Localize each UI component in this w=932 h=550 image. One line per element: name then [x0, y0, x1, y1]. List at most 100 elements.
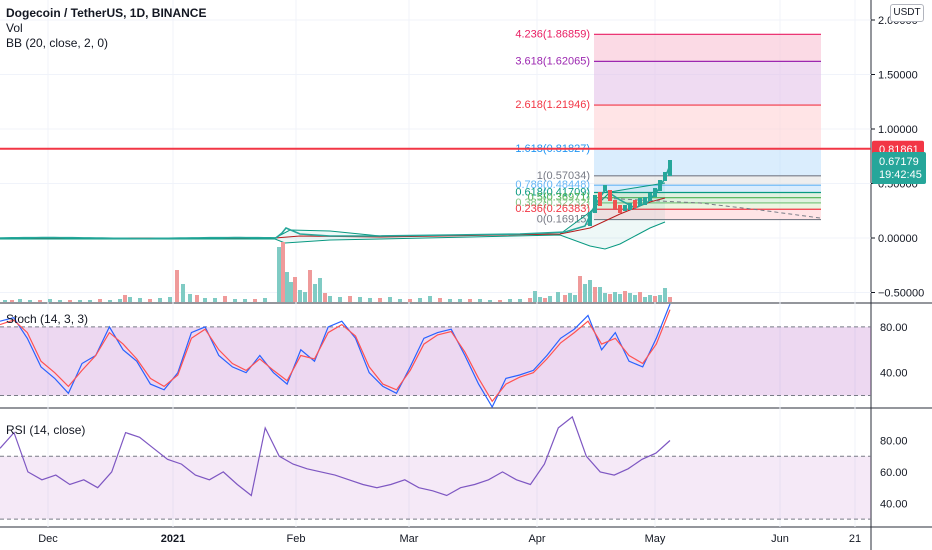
candle: [618, 205, 622, 213]
rsi-series-line: [0, 415, 671, 497]
volume-bar: [195, 295, 199, 302]
rsi-axis-label: 60.00: [880, 467, 908, 479]
candle: [628, 203, 632, 210]
volume-bar: [233, 299, 237, 302]
volume-bar: [123, 295, 127, 302]
fib-level-label: 4.236(1.86859): [515, 28, 590, 40]
volume-bar: [328, 296, 332, 302]
volume-bar: [175, 270, 179, 302]
volume-bar: [578, 276, 582, 302]
stoch-label: Stoch (14, 3, 3): [6, 312, 89, 326]
stoch-legend[interactable]: Stoch (14, 3, 3): [6, 312, 88, 327]
bb-lower-line: [0, 221, 666, 250]
volume-bar: [368, 298, 372, 302]
volume-bar: [438, 298, 442, 302]
volume-bar: [488, 300, 492, 302]
fib-level-label: 3.618(1.62065): [515, 55, 590, 67]
symbol-title[interactable]: Dogecoin / TetherUS, 1D, BINANCE: [6, 6, 207, 20]
volume-bar: [313, 284, 317, 302]
volume-bar: [598, 287, 602, 302]
volume-bar: [289, 282, 293, 302]
candle: [608, 190, 612, 201]
volume-bar: [633, 295, 637, 302]
price-axis-label: 1.50000: [878, 70, 918, 82]
volume-bar: [203, 298, 207, 302]
volume-bar: [181, 284, 185, 302]
fib-level-label: 0(0.16915): [537, 214, 590, 226]
bar-countdown-label: 19:42:45: [879, 169, 922, 181]
volume-bar: [563, 295, 567, 302]
time-axis-label: Feb: [287, 533, 306, 545]
volume-bar: [613, 292, 617, 302]
volume-bar: [498, 300, 502, 302]
volume-bar: [158, 298, 162, 302]
volume-bar: [108, 300, 112, 302]
fib-zone: [594, 105, 821, 149]
volume-bar: [348, 296, 352, 302]
candle: [648, 193, 652, 201]
volume-bar: [98, 299, 102, 302]
volume-bar: [293, 277, 297, 302]
fib-level-label: 0.382(0.32232): [515, 197, 590, 209]
volume-bar: [458, 299, 462, 302]
rsi-band: [0, 456, 871, 520]
candle: [598, 192, 602, 206]
volume-bar: [148, 299, 152, 302]
volume-bar: [308, 270, 312, 302]
fib-zone: [594, 209, 821, 220]
fib-level-label: 1(0.57034): [537, 170, 590, 182]
candle: [623, 205, 627, 211]
volume-bar: [428, 296, 432, 302]
fib-level-label: 0.5(0.36971): [528, 192, 590, 204]
fib-level-label: 0.786(0.48448): [515, 179, 590, 191]
stoch-series-line: [0, 309, 671, 403]
volume-bar: [508, 299, 512, 302]
volume-bar: [548, 296, 552, 302]
time-axis-label: Dec: [38, 533, 58, 545]
volume-bar: [533, 291, 537, 302]
volume-bar: [138, 298, 142, 302]
rsi-legend[interactable]: RSI (14, close): [6, 423, 85, 438]
volume-bar: [608, 294, 612, 302]
candle: [668, 160, 672, 176]
candle: [588, 212, 592, 226]
volume-bar: [448, 299, 452, 302]
fib-zone: [594, 148, 821, 176]
volume-bar: [628, 293, 632, 302]
volume-bar: [128, 297, 132, 302]
volume-bar: [18, 299, 22, 302]
volume-bar: [68, 300, 72, 302]
fib-zone: [594, 202, 821, 210]
fib-zone: [594, 192, 821, 198]
time-axis-label: 2021: [161, 533, 185, 545]
volume-bar: [277, 247, 281, 302]
time-axis-label: Jun: [771, 533, 789, 545]
candle: [613, 200, 617, 209]
volume-bar: [28, 300, 32, 302]
time-axis-label: Apr: [528, 533, 545, 545]
volume-bar: [318, 278, 322, 302]
volume-bar: [303, 292, 307, 302]
volume-bar: [48, 299, 52, 302]
volume-bar: [618, 294, 622, 302]
rsi-axis-label: 40.00: [880, 498, 908, 510]
candle: [658, 180, 662, 191]
vol-label[interactable]: Vol: [6, 21, 23, 35]
volume-bar: [398, 299, 402, 302]
volume-bar: [538, 297, 542, 302]
candle: [593, 195, 597, 213]
currency-button[interactable]: USDT: [890, 4, 924, 22]
rsi-axis-label: 80.00: [880, 435, 908, 447]
price-line: [0, 164, 671, 240]
candle: [603, 185, 607, 191]
volume-bar: [668, 297, 672, 302]
volume-bar: [638, 292, 642, 302]
bb-label[interactable]: BB (20, close, 2, 0): [6, 36, 109, 50]
volume-bar: [478, 299, 482, 302]
stoch-axis-label: 40.00: [880, 368, 908, 380]
rsi-label: RSI (14, close): [6, 423, 86, 437]
volume-bar: [583, 284, 587, 302]
fib-zone: [594, 34, 821, 62]
volume-bar: [518, 299, 522, 302]
